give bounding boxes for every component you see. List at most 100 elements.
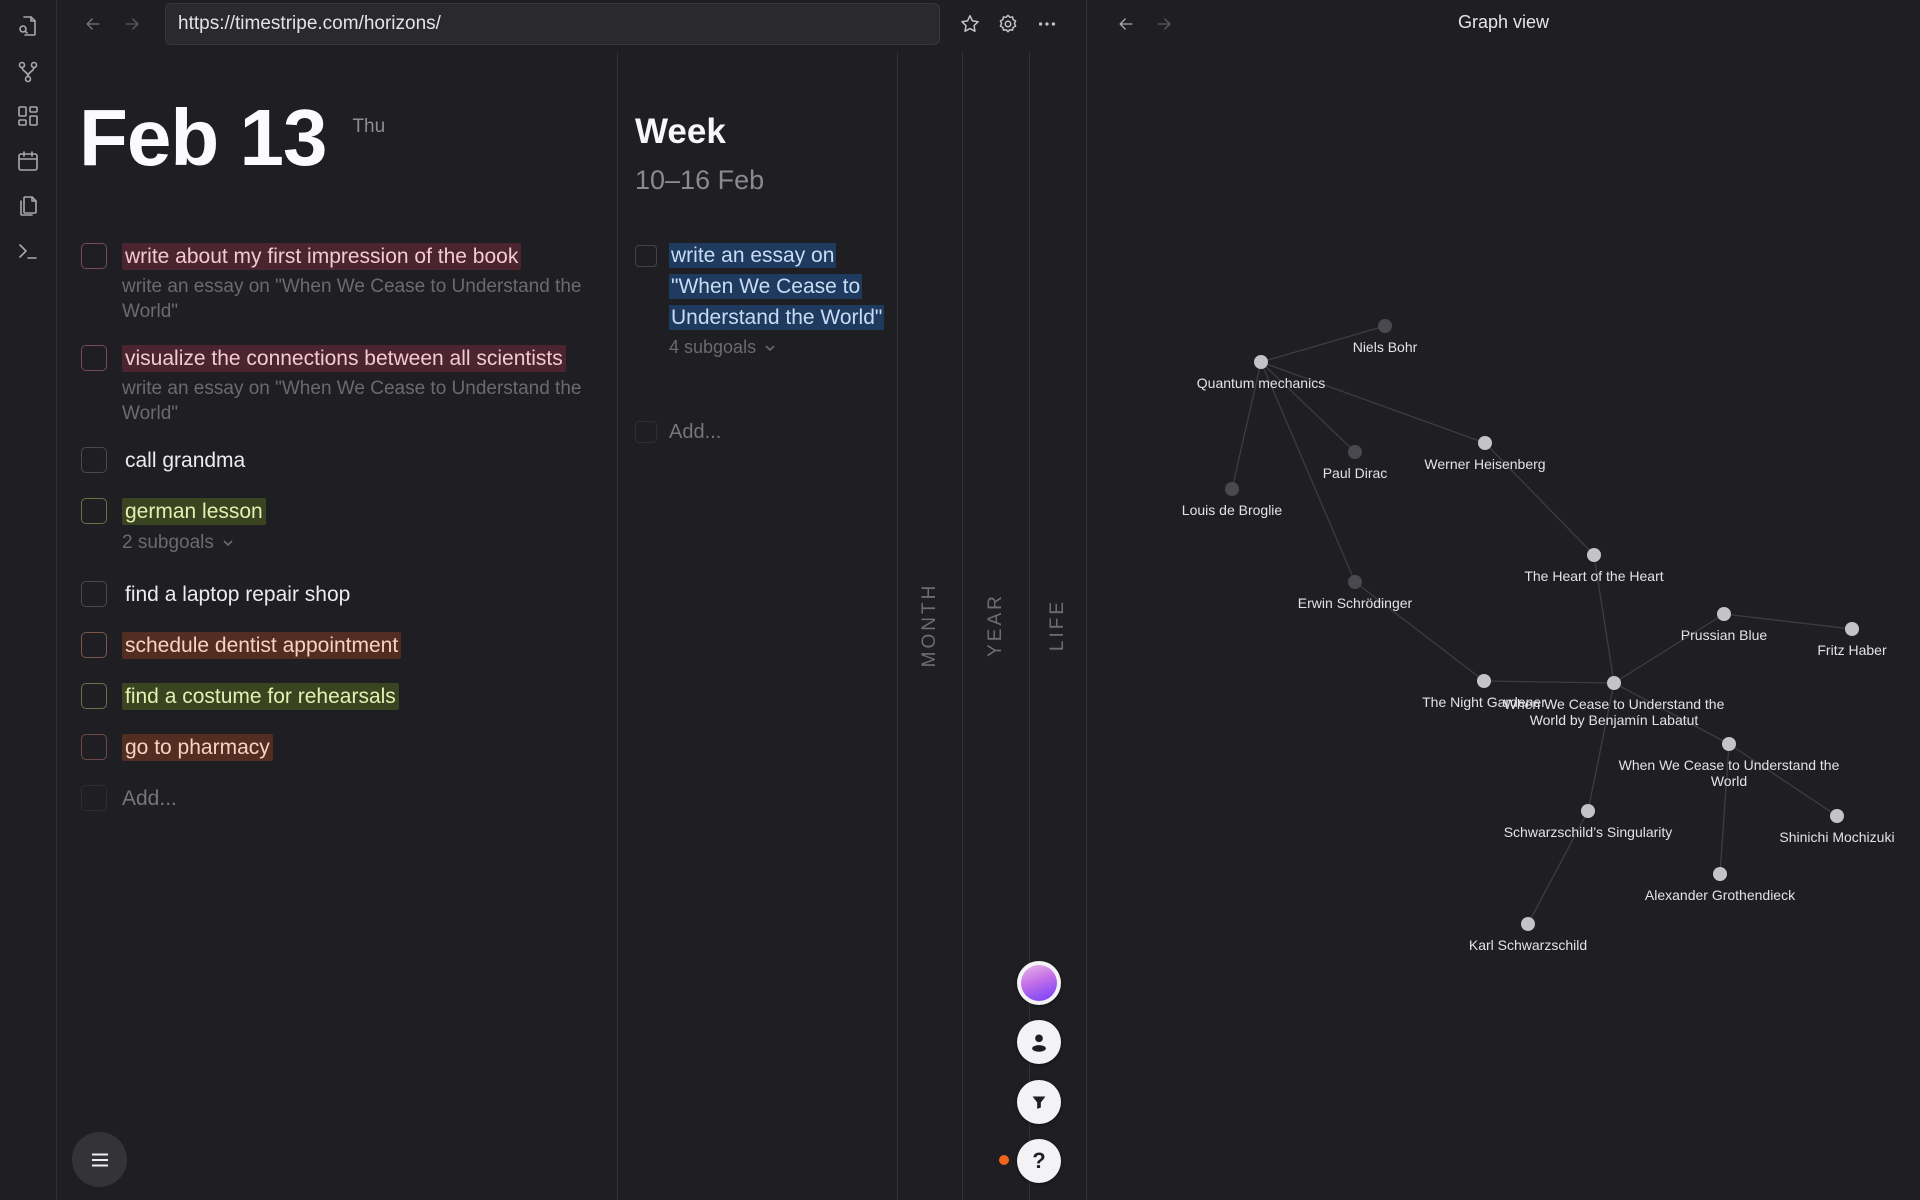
task-checkbox[interactable] (635, 245, 657, 267)
task-item[interactable]: find a costume for rehearsals (79, 680, 609, 713)
graph-node[interactable]: Erwin Schrödinger (1298, 575, 1413, 611)
subgoals-toggle[interactable]: 4 subgoals (669, 337, 776, 358)
help-icon: ? (1032, 1148, 1046, 1173)
graph-node-dot[interactable] (1713, 867, 1727, 881)
task-checkbox[interactable] (81, 345, 107, 371)
task-checkbox[interactable] (81, 243, 107, 269)
add-task-input[interactable]: Add... (122, 787, 177, 810)
task-parent-goal[interactable]: write an essay on "When We Cease to Unde… (122, 276, 582, 322)
graph-node-label: World by Benjamín Labatut (1530, 712, 1699, 728)
task-item[interactable]: write about my first impression of the b… (79, 240, 609, 324)
graph-node[interactable]: Louis de Broglie (1182, 482, 1283, 518)
graph-node-dot[interactable] (1717, 607, 1731, 621)
graph-back-arrow-icon[interactable] (1112, 10, 1140, 38)
task-checkbox[interactable] (81, 683, 107, 709)
terminal-icon[interactable] (14, 237, 42, 265)
graph-node[interactable]: The Night Gardener (1422, 674, 1546, 710)
graph-node[interactable]: Alexander Grothendieck (1645, 867, 1796, 903)
profile-button[interactable] (1017, 1020, 1061, 1064)
graph-canvas[interactable]: Niels Bohr Quantum mechanics Paul Dirac Wer… (1087, 0, 1920, 1200)
graph-node[interactable]: Shinichi Mochizuki (1779, 809, 1895, 845)
task-item[interactable]: schedule dentist appointment (79, 629, 609, 662)
task-label[interactable]: write about my first impression of the b… (122, 243, 522, 270)
graph-node-dot[interactable] (1722, 737, 1736, 751)
graph-edge (1719, 743, 1730, 875)
subgoals-toggle[interactable]: 2 subgoals (122, 532, 234, 554)
graph-node-dot[interactable] (1521, 917, 1535, 931)
graph-node-dot[interactable] (1254, 355, 1268, 369)
graph-title: Graph view (1457, 12, 1550, 32)
graph-node[interactable]: Werner Heisenberg (1424, 436, 1546, 472)
graph-node-dot[interactable] (1225, 482, 1239, 496)
graph-node-dot[interactable] (1348, 575, 1362, 589)
task-parent-goal[interactable]: write an essay on "When We Cease to Unde… (122, 378, 582, 424)
add-task-row[interactable]: Add... (79, 782, 609, 815)
star-icon[interactable] (956, 10, 984, 38)
graph-node-dot[interactable] (1581, 804, 1595, 818)
graph-edge (1723, 613, 1853, 630)
url-input[interactable]: https://timestripe.com/horizons/ (165, 3, 940, 45)
graph-node-dot[interactable] (1830, 809, 1844, 823)
graph-node-dot[interactable] (1348, 445, 1362, 459)
graph-node-dot[interactable] (1477, 674, 1491, 688)
graph-node-dot[interactable] (1607, 676, 1621, 690)
graph-node-dot[interactable] (1845, 622, 1859, 636)
theme-avatar-button[interactable] (1017, 961, 1061, 1005)
add-task-row[interactable]: Add... (635, 417, 721, 447)
month-strip[interactable]: MONTH (897, 50, 962, 1200)
menu-button[interactable] (72, 1132, 127, 1187)
graph-node-dot[interactable] (1478, 436, 1492, 450)
graph-node[interactable]: Quantum mechanics (1197, 355, 1325, 391)
graph-node-label: Niels Bohr (1353, 339, 1418, 355)
graph-node[interactable]: Prussian Blue (1681, 607, 1768, 643)
task-item[interactable]: visualize the connections between all sc… (79, 342, 609, 426)
task-label[interactable]: visualize the connections between all sc… (122, 345, 566, 372)
task-label[interactable]: schedule dentist appointment (122, 632, 402, 659)
graph-node-label: Paul Dirac (1323, 465, 1388, 481)
graph-node-dot[interactable] (1378, 319, 1392, 333)
task-item[interactable]: find a laptop repair shop (79, 578, 609, 611)
task-label[interactable]: find a costume for rehearsals (122, 683, 399, 710)
task-item[interactable]: go to pharmacy (79, 731, 609, 764)
task-item[interactable]: german lesson 2 subgoals (79, 495, 609, 554)
day-title: Feb 13 (79, 93, 327, 182)
graph-node[interactable]: Niels Bohr (1353, 319, 1418, 355)
calendar-icon[interactable] (14, 147, 42, 175)
search-file-icon[interactable] (14, 12, 42, 40)
graph-forward-arrow-icon[interactable] (1150, 10, 1178, 38)
task-label[interactable]: go to pharmacy (122, 734, 273, 761)
left-icon-rail (0, 0, 57, 1200)
task-item[interactable]: call grandma (79, 444, 609, 477)
task-label[interactable]: write an essay on "When We Cease to Unde… (669, 243, 885, 330)
task-checkbox[interactable] (81, 447, 107, 473)
week-task-item[interactable]: write an essay on "When We Cease to Unde… (635, 240, 890, 358)
graph-node[interactable]: Karl Schwarzschild (1469, 917, 1587, 953)
back-arrow-icon[interactable] (79, 10, 107, 38)
task-checkbox[interactable] (81, 498, 107, 524)
graph-icon[interactable] (14, 58, 42, 86)
task-checkbox[interactable] (81, 632, 107, 658)
forward-arrow-icon[interactable] (118, 10, 146, 38)
dashboard-icon[interactable] (14, 102, 42, 130)
task-label[interactable]: call grandma (125, 449, 246, 472)
graph-node[interactable]: Paul Dirac (1323, 445, 1388, 481)
graph-node-dot[interactable] (1587, 548, 1601, 562)
year-strip[interactable]: YEAR (962, 50, 1029, 1200)
task-checkbox[interactable] (81, 581, 107, 607)
more-icon[interactable] (1033, 10, 1061, 38)
graph-view-pane[interactable]: Graph view Niels Bohr Quantum mechanics Pa… (1086, 0, 1920, 1200)
filter-button[interactable] (1017, 1080, 1061, 1124)
help-button[interactable]: ? (1017, 1139, 1061, 1183)
task-label[interactable]: german lesson (122, 498, 266, 525)
graph-node[interactable]: Schwarzschild’s Singularity (1504, 804, 1673, 840)
gear-icon[interactable] (994, 10, 1022, 38)
copy-pages-icon[interactable] (14, 192, 42, 220)
graph-node-label: Werner Heisenberg (1424, 456, 1545, 472)
task-label[interactable]: find a laptop repair shop (125, 583, 351, 606)
add-task-input[interactable]: Add... (669, 421, 722, 443)
graph-node[interactable]: Fritz Haber (1817, 622, 1887, 658)
task-checkbox[interactable] (81, 734, 107, 760)
graph-node[interactable]: The Heart of the Heart (1524, 548, 1664, 584)
